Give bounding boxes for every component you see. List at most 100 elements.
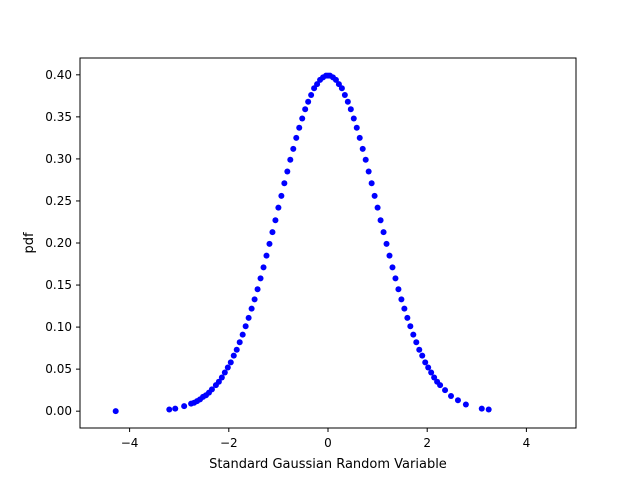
data-point <box>332 76 339 83</box>
data-point <box>462 401 469 408</box>
data-point <box>263 252 270 259</box>
data-point <box>299 115 306 122</box>
data-point <box>224 364 231 371</box>
data-point <box>419 352 426 359</box>
data-point <box>353 124 360 131</box>
data-point <box>269 229 276 236</box>
data-point <box>395 286 402 293</box>
x-tick-label: 0 <box>324 436 332 450</box>
data-point <box>380 229 387 236</box>
data-points <box>112 72 492 415</box>
data-point <box>245 314 252 321</box>
data-point <box>478 405 485 412</box>
data-point <box>181 403 188 410</box>
data-point <box>218 374 225 381</box>
data-point <box>407 323 414 330</box>
data-point <box>368 180 375 187</box>
x-tick-label: −4 <box>121 436 139 450</box>
y-axis-label: pdf <box>22 232 37 254</box>
data-point <box>338 85 345 92</box>
data-point <box>356 134 363 141</box>
data-point <box>293 134 300 141</box>
data-point <box>260 264 267 271</box>
data-point <box>425 364 432 371</box>
data-point <box>362 156 369 163</box>
data-point <box>208 386 215 393</box>
data-point <box>112 408 119 415</box>
y-tick-label: 0.05 <box>45 362 72 376</box>
data-point <box>344 98 351 105</box>
data-point <box>413 339 420 346</box>
data-point <box>437 382 444 389</box>
data-point <box>233 346 240 353</box>
data-point <box>341 92 348 98</box>
data-point <box>454 397 461 404</box>
data-point <box>365 168 372 175</box>
data-point <box>275 204 282 211</box>
data-point <box>392 275 399 282</box>
data-point <box>251 296 258 303</box>
y-tick-label: 0.25 <box>45 194 72 208</box>
data-point <box>281 180 288 187</box>
y-tick-label: 0.30 <box>45 152 72 166</box>
data-point <box>272 217 279 224</box>
data-point <box>227 359 234 366</box>
y-tick-label: 0.35 <box>45 110 72 124</box>
y-tick-label: 0.10 <box>45 320 72 334</box>
data-point <box>383 240 390 247</box>
y-tick-label: 0.00 <box>45 404 72 418</box>
data-point <box>242 323 249 330</box>
data-point <box>278 192 285 199</box>
data-point <box>239 331 246 338</box>
data-point <box>257 275 264 282</box>
data-point <box>374 204 381 211</box>
data-point <box>410 331 417 338</box>
data-point <box>386 252 393 259</box>
data-point <box>296 124 303 131</box>
data-point <box>431 374 438 381</box>
data-point <box>215 378 222 385</box>
data-point <box>308 92 315 98</box>
data-point <box>371 192 378 199</box>
data-point <box>221 369 228 376</box>
data-point <box>311 85 318 92</box>
data-point <box>302 106 309 113</box>
data-point <box>416 346 423 353</box>
x-axis-ticks: −4 −2 0 2 4 <box>121 428 530 450</box>
x-tick-label: 2 <box>423 436 431 450</box>
data-point <box>236 339 243 346</box>
data-point <box>485 406 492 413</box>
data-point <box>287 156 294 163</box>
data-point <box>248 305 255 312</box>
data-point <box>448 393 455 400</box>
data-point <box>359 145 366 152</box>
data-point <box>290 145 297 152</box>
data-point <box>422 359 429 366</box>
data-point <box>166 406 173 413</box>
x-tick-label: 4 <box>523 436 531 450</box>
y-tick-label: 0.20 <box>45 236 72 250</box>
data-point <box>350 115 357 122</box>
data-point <box>172 405 179 412</box>
data-point <box>398 296 405 303</box>
y-tick-label: 0.15 <box>45 278 72 292</box>
data-point <box>284 168 291 175</box>
data-point <box>347 106 354 113</box>
data-point <box>401 305 408 312</box>
y-tick-label: 0.40 <box>45 68 72 82</box>
data-point <box>335 81 342 88</box>
x-axis-label: Standard Gaussian Random Variable <box>209 457 447 472</box>
data-point <box>389 264 396 271</box>
data-point <box>404 314 411 321</box>
data-point <box>314 81 321 88</box>
data-point <box>230 352 237 359</box>
x-tick-label: −2 <box>220 436 238 450</box>
data-point <box>377 217 384 224</box>
data-point <box>442 387 449 394</box>
data-point <box>305 98 312 105</box>
data-point <box>254 286 261 293</box>
data-point <box>428 369 435 376</box>
